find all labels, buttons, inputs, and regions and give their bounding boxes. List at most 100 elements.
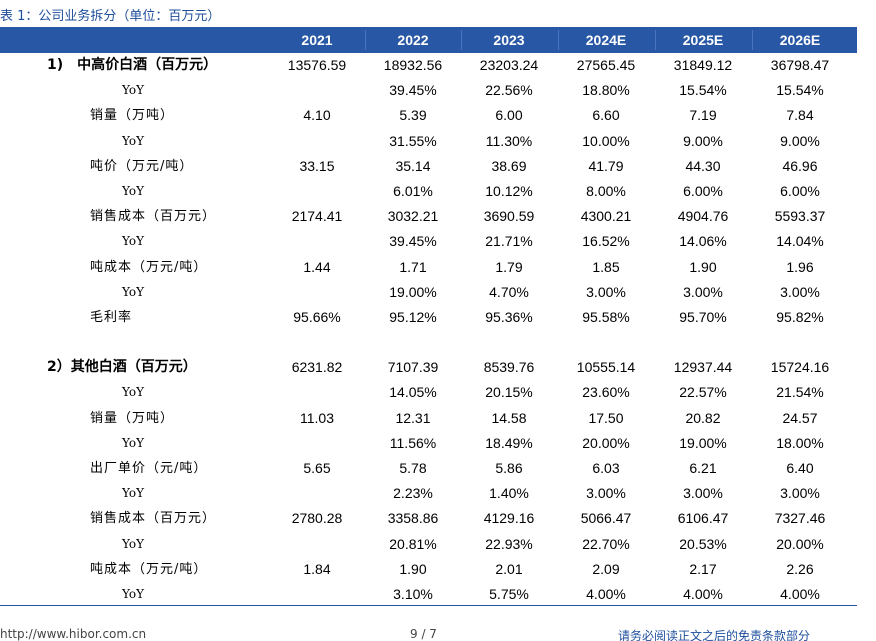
table-cell: 44.30 <box>685 157 721 174</box>
table-cell: 7.19 <box>689 107 717 124</box>
table-cell: 35.14 <box>395 157 431 174</box>
header-separator <box>558 30 559 50</box>
table-cell: 20.00% <box>776 535 824 552</box>
section-label: 1) 中高价白酒（百万元） <box>47 57 218 73</box>
table-cell: 31.55% <box>389 132 437 149</box>
table-cell: 18932.56 <box>383 57 443 73</box>
table-cell: 4.00% <box>780 585 820 602</box>
table-cell: 16.52% <box>582 233 630 250</box>
table-cell: 6.00% <box>780 182 820 199</box>
table-cell: 46.96 <box>782 157 818 174</box>
table-cell: 6.03 <box>592 460 620 476</box>
table-cell: 23.60% <box>582 384 630 401</box>
table-cell: 6.21 <box>689 460 717 476</box>
table-cell: 23203.24 <box>479 57 539 73</box>
table-cell: 5066.47 <box>580 510 632 527</box>
footer-website[interactable]: http://www.hibor.com.cn <box>0 627 147 641</box>
table-cell: 18.49% <box>485 434 533 451</box>
table-row: YoY 20.81% 22.93% 22.70% 20.53% 20.00% <box>0 532 857 557</box>
table-cell: 38.69 <box>491 157 527 174</box>
table-header: 2021 2022 2023 2024E 2025E 2026E <box>0 27 857 53</box>
table-cell: 41.79 <box>588 157 624 174</box>
table-cell: 1.44 <box>303 258 331 275</box>
table-cell: 1.90 <box>689 258 717 275</box>
table-cell: 20.00% <box>582 434 630 451</box>
table-cell: 24.57 <box>782 409 818 426</box>
row-label: 吨成本（万元/吨） <box>90 259 208 275</box>
header-separator <box>365 30 366 50</box>
table-cell: 15724.16 <box>770 359 830 376</box>
table-cell: 11.03 <box>300 409 334 426</box>
table-cell: 9.00% <box>683 132 723 149</box>
table-cell: 8.00% <box>586 182 626 199</box>
column-header: 2025E <box>682 32 724 48</box>
row-label-yoy: YoY <box>122 536 145 551</box>
table-cell: 1.79 <box>495 258 523 275</box>
row-label-yoy: YoY <box>122 435 145 450</box>
table-cell: 1.85 <box>592 258 620 275</box>
table-cell: 7327.46 <box>774 510 826 527</box>
table-cell <box>269 179 365 204</box>
table-cell: 3.00% <box>586 283 626 300</box>
row-label: 销量（万吨） <box>90 108 175 124</box>
table-cell: 6.01% <box>393 182 433 199</box>
table-cell: 6.60 <box>592 107 620 124</box>
table-cell: 1.84 <box>303 560 331 577</box>
table-cell: 20.82 <box>685 409 721 426</box>
table-cell: 1.96 <box>786 258 814 275</box>
table-cell <box>269 532 365 557</box>
table-cell: 1.40% <box>489 485 529 502</box>
row-label-yoy: YoY <box>122 486 145 501</box>
table-cell <box>269 129 365 154</box>
table-cell: 39.45% <box>389 82 437 99</box>
table-row: YoY 19.00% 4.70% 3.00% 3.00% 3.00% <box>0 280 857 305</box>
table-cell: 95.36% <box>485 308 533 325</box>
table-cell: 14.58 <box>491 409 527 426</box>
row-label: 出厂单价（元/吨） <box>90 461 208 476</box>
table-row: YoY 2.23% 1.40% 3.00% 3.00% 3.00% <box>0 481 857 506</box>
table-cell: 15.54% <box>679 82 727 99</box>
table-cell: 15.54% <box>776 82 824 99</box>
row-label: 销售成本（百万元） <box>90 209 217 225</box>
table-cell: 18.80% <box>582 82 630 99</box>
row-label-yoy: YoY <box>122 183 145 198</box>
table-row: 毛利率 95.66% 95.12% 95.36% 95.58% 95.70% 95.82% <box>0 305 857 330</box>
table-cell: 4904.76 <box>677 208 729 225</box>
table-cell: 10.00% <box>582 132 630 149</box>
table-cell: 14.06% <box>679 233 727 250</box>
table-cell: 20.15% <box>485 384 533 401</box>
table-cell: 4.00% <box>586 585 626 602</box>
table-cell: 4.10 <box>303 107 331 124</box>
table-cell: 20.53% <box>679 535 727 552</box>
table-cell: 27565.45 <box>576 57 636 73</box>
table-cell: 3032.21 <box>387 208 439 225</box>
table-row: YoY 6.01% 10.12% 8.00% 6.00% 6.00% <box>0 179 857 204</box>
table-cell: 14.05% <box>389 384 437 401</box>
table-cell: 10.12% <box>485 182 533 199</box>
header-separator <box>752 30 753 50</box>
table-row: 吨价（万元/吨） 33.15 35.14 38.69 41.79 44.30 46.96 <box>0 154 857 179</box>
table-row: 吨成本（万元/吨） 1.44 1.71 1.79 1.85 1.90 1.96 <box>0 255 857 280</box>
table-cell: 7107.39 <box>387 359 439 376</box>
table-row: 销售成本（百万元） 2174.41 3032.21 3690.59 4300.21 490… <box>0 204 857 229</box>
table-cell: 22.70% <box>582 535 630 552</box>
table-cell: 2.17 <box>689 560 717 577</box>
table-row: 销量（万吨） 11.03 12.31 14.58 17.50 20.82 24.57 <box>0 406 857 431</box>
table-row: 吨成本（万元/吨） 1.84 1.90 2.01 2.09 2.17 2.26 <box>0 557 857 582</box>
table-row: 销量（万吨） 4.10 5.39 6.00 6.60 7.19 7.84 <box>0 103 857 128</box>
table-cell: 2.09 <box>592 560 620 577</box>
table-cell: 31849.12 <box>673 57 733 73</box>
table-cell: 5.75% <box>489 585 529 602</box>
table-row <box>0 330 857 355</box>
table-cell: 5.39 <box>399 107 427 124</box>
table-cell: 6231.82 <box>291 359 343 376</box>
row-label-yoy: YoY <box>122 133 145 148</box>
table-cell: 6.00 <box>495 107 523 124</box>
table-cell: 36798.47 <box>770 57 830 73</box>
table-cell: 19.00% <box>679 434 727 451</box>
column-header: 2026E <box>779 32 821 48</box>
table-cell: 4129.16 <box>483 510 535 527</box>
table-cell: 5.78 <box>399 460 427 476</box>
table-cell <box>269 280 365 305</box>
row-label-yoy: YoY <box>122 385 145 400</box>
